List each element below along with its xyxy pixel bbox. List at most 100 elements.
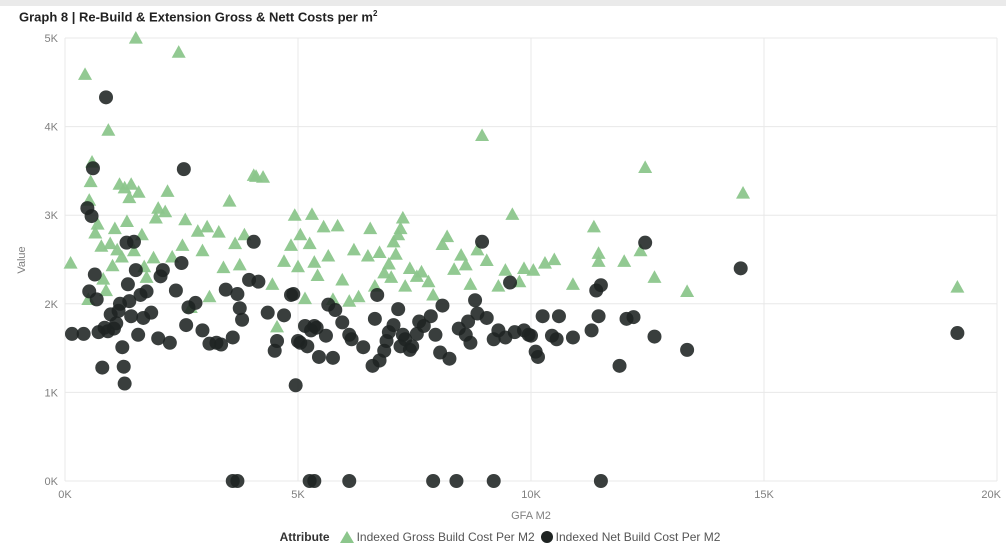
gross-cost-point[interactable]: [131, 185, 146, 198]
gross-cost-point[interactable]: [103, 236, 118, 250]
gross-cost-point[interactable]: [304, 207, 319, 220]
gross-cost-point[interactable]: [463, 277, 478, 290]
net-cost-point[interactable]: [530, 349, 545, 364]
net-cost-point[interactable]: [391, 302, 406, 317]
legend-entry-net[interactable]: Indexed Net Build Cost Per M2: [540, 530, 720, 544]
gross-cost-point[interactable]: [158, 204, 173, 218]
gross-cost-point[interactable]: [479, 253, 494, 266]
gross-cost-point[interactable]: [591, 254, 606, 267]
net-cost-point[interactable]: [593, 474, 608, 488]
net-cost-point[interactable]: [311, 349, 326, 364]
net-cost-point[interactable]: [179, 318, 194, 333]
gross-cost-point[interactable]: [107, 221, 122, 235]
net-cost-point[interactable]: [503, 275, 518, 290]
gross-cost-point[interactable]: [78, 67, 93, 80]
net-cost-point[interactable]: [307, 474, 322, 488]
net-cost-point[interactable]: [549, 332, 564, 347]
net-cost-point[interactable]: [524, 328, 538, 343]
net-cost-point[interactable]: [591, 309, 606, 324]
net-cost-point[interactable]: [479, 310, 494, 325]
gross-cost-point[interactable]: [237, 227, 252, 241]
net-cost-point[interactable]: [246, 234, 261, 249]
gross-cost-point[interactable]: [346, 242, 361, 256]
gross-cost-point[interactable]: [124, 177, 139, 190]
gross-cost-point[interactable]: [377, 265, 392, 279]
net-cost-point[interactable]: [225, 330, 240, 345]
net-cost-point[interactable]: [535, 309, 550, 324]
gross-cost-point[interactable]: [228, 236, 243, 250]
gross-cost-point[interactable]: [447, 262, 462, 275]
gross-cost-point[interactable]: [139, 270, 154, 283]
gross-cost-point[interactable]: [307, 255, 322, 268]
net-cost-point[interactable]: [260, 305, 275, 320]
net-cost-point[interactable]: [116, 359, 131, 374]
net-cost-point[interactable]: [733, 261, 748, 276]
net-cost-point[interactable]: [122, 294, 137, 309]
net-cost-point[interactable]: [435, 298, 450, 313]
gross-cost-point[interactable]: [63, 256, 78, 269]
net-cost-point[interactable]: [344, 332, 359, 347]
net-cost-point[interactable]: [139, 284, 154, 299]
gross-cost-point[interactable]: [505, 207, 520, 220]
gross-cost-point[interactable]: [440, 229, 455, 243]
gross-cost-point[interactable]: [950, 279, 965, 293]
gross-cost-point[interactable]: [297, 291, 312, 305]
net-cost-point[interactable]: [230, 287, 245, 302]
gross-cost-point[interactable]: [647, 270, 662, 283]
net-cost-point[interactable]: [126, 234, 141, 249]
gross-cost-point[interactable]: [128, 31, 143, 44]
gross-cost-point[interactable]: [316, 219, 331, 233]
net-cost-point[interactable]: [214, 337, 229, 352]
net-cost-point[interactable]: [386, 318, 401, 333]
gross-cost-point[interactable]: [454, 248, 469, 261]
gross-cost-point[interactable]: [414, 264, 429, 278]
gross-cost-point[interactable]: [200, 219, 215, 233]
net-cost-point[interactable]: [270, 334, 285, 349]
net-cost-point[interactable]: [328, 303, 343, 318]
gross-cost-point[interactable]: [360, 248, 375, 262]
net-cost-point[interactable]: [218, 282, 233, 297]
gross-cost-point[interactable]: [117, 180, 132, 194]
net-cost-point[interactable]: [288, 378, 303, 393]
gross-cost-point[interactable]: [222, 194, 237, 207]
net-cost-point[interactable]: [162, 335, 177, 350]
gross-cost-point[interactable]: [526, 263, 541, 276]
net-cost-point[interactable]: [85, 161, 100, 176]
net-cost-point[interactable]: [486, 474, 501, 488]
gross-cost-point[interactable]: [381, 256, 396, 270]
gross-cost-point[interactable]: [591, 246, 606, 259]
gross-cost-point[interactable]: [491, 279, 506, 292]
net-cost-point[interactable]: [176, 162, 191, 177]
net-cost-point[interactable]: [325, 350, 340, 365]
net-cost-point[interactable]: [356, 340, 371, 355]
gross-cost-point[interactable]: [321, 248, 336, 262]
net-cost-point[interactable]: [416, 318, 431, 333]
gross-cost-point[interactable]: [342, 294, 357, 307]
net-cost-point[interactable]: [367, 311, 382, 326]
net-cost-point[interactable]: [64, 326, 79, 341]
net-cost-point[interactable]: [680, 342, 695, 357]
gross-cost-point[interactable]: [216, 260, 231, 274]
gross-cost-point[interactable]: [99, 283, 114, 297]
gross-cost-point[interactable]: [146, 250, 161, 264]
net-cost-point[interactable]: [950, 326, 965, 341]
net-cost-point[interactable]: [95, 360, 110, 375]
net-cost-point[interactable]: [195, 323, 210, 338]
net-cost-point[interactable]: [89, 292, 104, 307]
gross-cost-point[interactable]: [393, 221, 408, 235]
gross-cost-point[interactable]: [160, 184, 175, 197]
net-cost-point[interactable]: [168, 283, 183, 298]
net-cost-point[interactable]: [551, 309, 566, 324]
net-cost-point[interactable]: [612, 358, 627, 373]
gross-cost-point[interactable]: [458, 257, 473, 271]
net-cost-point[interactable]: [370, 287, 385, 302]
gross-cost-point[interactable]: [211, 225, 226, 238]
gross-cost-point[interactable]: [148, 210, 163, 224]
net-cost-point[interactable]: [426, 474, 441, 488]
net-cost-point[interactable]: [309, 320, 324, 335]
net-cost-point[interactable]: [251, 274, 266, 289]
gross-cost-point[interactable]: [114, 249, 129, 263]
gross-cost-point[interactable]: [498, 263, 513, 276]
net-cost-point[interactable]: [174, 256, 189, 271]
net-cost-point[interactable]: [84, 209, 99, 224]
